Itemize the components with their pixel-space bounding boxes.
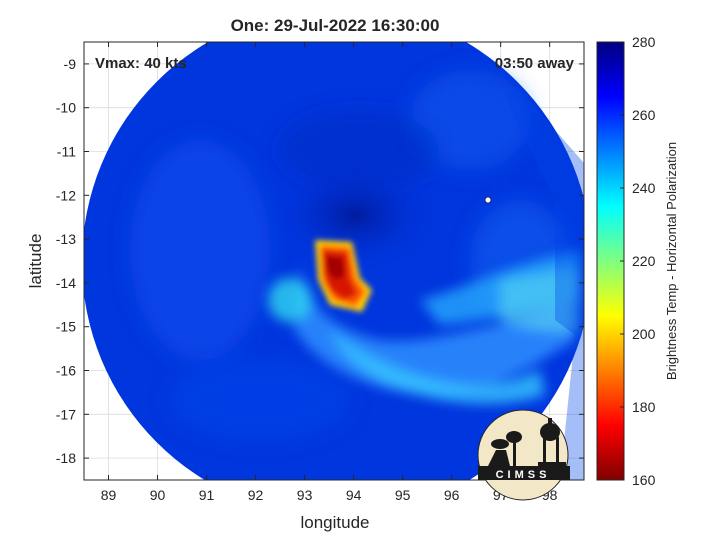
swath-image [84, 42, 584, 480]
y-tick-label: -17 [56, 406, 76, 422]
logo-text: CIMSS [496, 469, 551, 481]
colorbar-tick-label: 240 [632, 180, 656, 196]
x-tick-label: 94 [346, 487, 362, 503]
y-tick-label: -16 [56, 363, 76, 379]
y-tick-label: -9 [64, 56, 77, 72]
y-tick-label: -15 [56, 319, 76, 335]
cimss-logo: CIMSS [477, 409, 570, 501]
axis-ticks: 89 90 91 92 93 94 95 96 97 98-9-10-11-12-13-14-15… [56, 42, 584, 503]
colorbar-ticks: 160 180 200 220 240 260 280 [620, 34, 656, 488]
y-tick-label: -13 [56, 231, 76, 247]
vmax-annotation: Vmax: 40 kts [95, 55, 187, 72]
time-away-annotation: 03:50 away [495, 55, 575, 72]
colorbar-tick-label: 220 [632, 253, 656, 269]
x-tick-label: 92 [248, 487, 264, 503]
x-tick-label: 95 [395, 487, 411, 503]
logo-disc [477, 409, 569, 501]
cold-center [275, 160, 435, 270]
land-marker [484, 196, 492, 204]
y-tick-label: -10 [56, 100, 76, 116]
x-tick-label: 96 [444, 487, 460, 503]
x-tick-label: 89 [101, 487, 117, 503]
y-tick-label: -18 [56, 450, 76, 466]
logo-silhouette [478, 418, 570, 480]
colorbar [596, 41, 625, 481]
colorbar-tick-label: 180 [632, 399, 656, 415]
colorbar-tick-label: 200 [632, 326, 656, 342]
colorbar-tick-label: 260 [632, 107, 656, 123]
y-tick-label: -14 [56, 275, 76, 291]
rain-bands [268, 250, 580, 404]
y-axis-label: latitude [26, 234, 45, 289]
y-tick-label: -11 [57, 144, 76, 160]
swath-edge [505, 90, 584, 480]
x-tick-label: 91 [199, 487, 215, 503]
x-axis-label: longitude [300, 513, 369, 532]
colorbar-tick-label: 160 [632, 472, 656, 488]
x-tick-label: 90 [150, 487, 166, 503]
y-tick-label: -12 [56, 187, 76, 203]
colorbar-label: Brightness Temp - Horizontal Polarizatio… [664, 142, 679, 380]
axes-box [83, 41, 585, 481]
x-tick-label: 93 [297, 487, 313, 503]
colorbar-tick-label: 280 [632, 34, 656, 50]
warm-core [315, 240, 372, 312]
chart-title: One: 29-Jul-2022 16:30:00 [231, 16, 440, 35]
